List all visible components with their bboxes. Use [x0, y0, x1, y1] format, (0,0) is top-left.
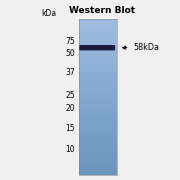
- FancyBboxPatch shape: [79, 45, 115, 50]
- Bar: [79, 19, 117, 175]
- Text: 58kDa: 58kDa: [133, 43, 159, 52]
- Text: 20: 20: [65, 104, 75, 113]
- Text: kDa: kDa: [42, 9, 57, 18]
- Text: 10: 10: [65, 145, 75, 154]
- Text: Western Blot: Western Blot: [69, 6, 135, 15]
- Text: 25: 25: [65, 91, 75, 100]
- Bar: [79, 19, 117, 99]
- Text: 75: 75: [65, 37, 75, 46]
- Bar: [79, 99, 117, 175]
- Text: 15: 15: [65, 124, 75, 133]
- Text: 50: 50: [65, 49, 75, 58]
- Text: 37: 37: [65, 68, 75, 76]
